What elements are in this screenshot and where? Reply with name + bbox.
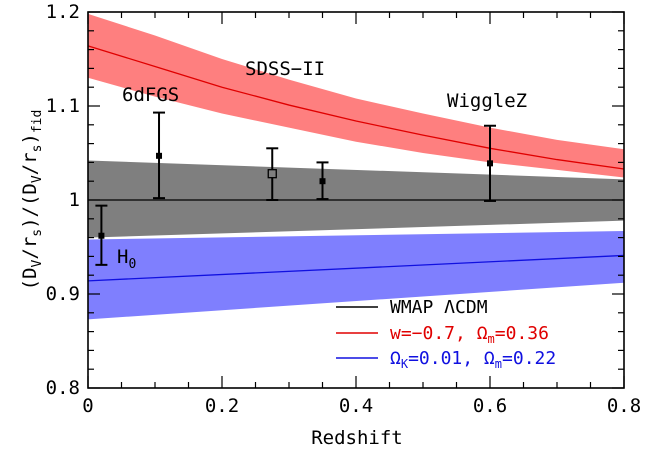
y-tick-label: 0.8	[46, 377, 80, 399]
point-label-h0: H0	[117, 246, 136, 272]
y-tick-label: 0.9	[46, 283, 80, 305]
x-tick-label: 0	[82, 395, 93, 417]
x-tick-label: 0.2	[205, 395, 239, 417]
data-point-1	[156, 152, 163, 159]
x-tick-label: 0.4	[339, 395, 373, 417]
bands	[88, 13, 624, 320]
x-axis-title: Redshift	[311, 427, 403, 449]
data-point-3	[319, 178, 326, 185]
series-line-1	[87, 45, 625, 170]
series-line-2	[87, 254, 625, 282]
point-label-6dfgs: 6dFGS	[122, 84, 179, 106]
data-points	[95, 111, 496, 266]
data-point-4	[487, 160, 493, 167]
tick-labels: 0 0.2 0.4 0.6 0.8 0.8 0.9 1 1.1 1.2	[46, 1, 641, 417]
legend-label-blue: ΩK=0.01, Ωm=0.22	[390, 348, 556, 371]
data-point-2	[267, 169, 277, 179]
x-tick-label: 0.8	[607, 395, 641, 417]
band-gray	[88, 160, 624, 238]
y-axis-title: (DV/rs)/(DV/rs)fid	[19, 110, 45, 291]
model-lines	[87, 45, 625, 282]
point-label-wigglez: WiggleZ	[447, 90, 527, 112]
y-tick-label: 1.2	[46, 1, 80, 23]
legend: WMAP ΛCDM w=−0.7, Ωm=0.36 ΩK=0.01, Ωm=0.…	[336, 297, 556, 371]
y-tick-label: 1.1	[46, 95, 80, 117]
axes	[87, 11, 625, 389]
data-point-0	[98, 232, 105, 239]
band-blue	[88, 231, 624, 320]
legend-label-wmap: WMAP ΛCDM	[390, 297, 488, 318]
x-tick-label: 0.6	[473, 395, 507, 417]
point-label-sdss: SDSS−II	[245, 58, 325, 80]
legend-label-red: w=−0.7, Ωm=0.36	[390, 323, 549, 346]
y-tick-label: 1	[69, 189, 80, 211]
